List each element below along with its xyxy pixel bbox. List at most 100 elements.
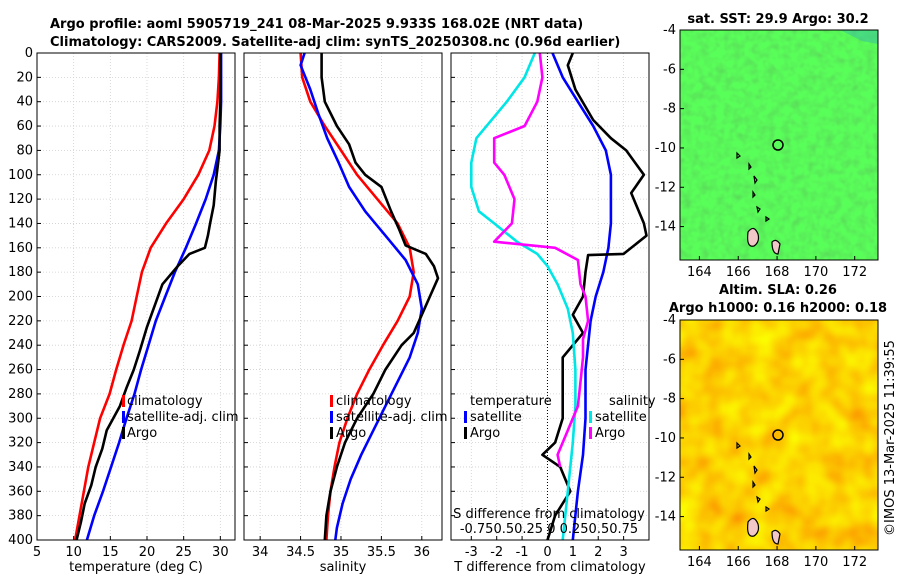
map-y-tick-label: -10 (655, 141, 676, 156)
figure-title-line1: Argo profile: aoml 5905719_241 08-Mar-20… (50, 17, 583, 32)
x-tick-label: 3 (619, 545, 627, 560)
legend-label-salinity-argo: Argo (595, 426, 625, 441)
map-y-tick-label: -8 (663, 102, 676, 117)
legend-swatch-climatology (330, 395, 333, 407)
salinity-difference-axis-label: S difference from climatology (453, 507, 645, 522)
imos-credit: ©IMOS 13-Mar-2025 11:39:55 (883, 340, 898, 536)
island-shape (771, 239, 781, 255)
y-tick-label: 180 (8, 265, 33, 280)
y-tick-label: 80 (16, 143, 33, 158)
sla-map-title-line1: Altim. SLA: 0.26 (719, 283, 837, 298)
island-shape (747, 517, 760, 537)
x-tick-label: 20 (139, 545, 156, 560)
map-y-tick-label: -12 (655, 470, 676, 485)
y-tick-label: 140 (8, 216, 33, 231)
y-tick-label: 60 (16, 119, 33, 134)
island-shape (771, 529, 781, 545)
x-tick-label: -1 (516, 545, 529, 560)
map-x-tick-label: 172 (842, 555, 867, 570)
map-y-tick-label: -6 (663, 62, 676, 77)
y-tick-label: 0 (25, 46, 33, 61)
x-tick-label: 2 (594, 545, 602, 560)
x-tick-label: 25 (175, 545, 192, 560)
legend-heading-salinity: salinity (609, 394, 656, 409)
sst-map-frame (679, 29, 879, 261)
legend-swatch-temperature-argo (464, 427, 467, 439)
x-tick-label: 10 (65, 545, 82, 560)
x-tick-label: 1 (569, 545, 577, 560)
y-tick-label: 320 (8, 436, 33, 451)
x-tick-label: 35 (333, 545, 350, 560)
x-tick-label: 34 (252, 545, 269, 560)
series-line-climatology (299, 52, 416, 541)
sst-map (679, 29, 879, 261)
legend-label-climatology: climatology (336, 394, 412, 409)
sla-map-title-line2: Argo h1000: 0.16 h2000: 0.18 (669, 301, 887, 316)
sst-cool-patch (840, 30, 878, 44)
y-tick-label: 360 (8, 484, 33, 499)
plot-frame (243, 52, 443, 541)
x-axis-label: salinity (320, 560, 367, 575)
y-tick-label: 40 (16, 95, 33, 110)
y-tick-label: 240 (8, 338, 33, 353)
sla-field (680, 320, 878, 550)
legend-swatch-satellite (330, 411, 333, 423)
figure-title-line2: Climatology: CARS2009. Satellite-adj cli… (50, 35, 620, 50)
map-x-tick-label: 168 (765, 265, 790, 280)
sst-field (680, 30, 878, 260)
legend-label-argo: Argo (336, 426, 366, 441)
map-x-tick-label: 166 (726, 555, 751, 570)
sla-map-frame (679, 319, 879, 551)
plot-frame (450, 52, 650, 541)
profile-location-marker (772, 429, 784, 441)
y-tick-label: 160 (8, 241, 33, 256)
series-line-salinity-satellite (469, 52, 577, 541)
legend-swatch-climatology (122, 395, 125, 407)
map-y-tick-label: -14 (655, 220, 676, 235)
legend-swatch-temperature-satellite (464, 411, 467, 423)
island-shape (747, 227, 760, 247)
series-line-argo (320, 53, 440, 541)
legend-label-satellite: satellite-adj. clim (127, 410, 239, 425)
map-y-tick-label: -6 (663, 352, 676, 367)
temperature-legend: climatology satellite-adj. clim Argo (122, 394, 239, 441)
y-tick-label: 300 (8, 411, 33, 426)
y-tick-label: 220 (8, 314, 33, 329)
map-y-tick-label: -4 (663, 313, 676, 328)
y-tick-label: 200 (8, 290, 33, 305)
y-tick-label: 340 (8, 460, 33, 475)
x-axis-label: T difference from climatology (453, 560, 646, 575)
legend-label-temperature-satellite: satellite (470, 410, 522, 425)
salinity-legend: climatology satellite-adj. clim Argo (330, 394, 448, 441)
legend-heading-temperature: temperature (470, 394, 552, 409)
salinity-panel: 34 34.5 35 35.5 36 salinity (243, 52, 443, 575)
salinity-difference-axis-ticks: -0.750.50.25 0 0.250.50.75 (460, 522, 638, 537)
difference-panel: -3 -2 -1 0 1 2 3T difference from climatology (450, 52, 650, 575)
map-x-tick-label: 166 (726, 265, 751, 280)
map-y-tick-label: -8 (663, 392, 676, 407)
legend-label-salinity-satellite: satellite (595, 410, 647, 425)
x-axis-label: temperature (deg C) (69, 560, 203, 575)
map-x-tick-label: 170 (803, 555, 828, 570)
series-line-temperature-argo (541, 52, 648, 541)
map-y-tick-label: -10 (655, 431, 676, 446)
x-tick-label: 0 (543, 545, 551, 560)
y-tick-label: 380 (8, 509, 33, 524)
series-line-argo (75, 53, 222, 541)
series-line-temperature-satellite (551, 52, 613, 541)
x-tick-label: -3 (465, 545, 478, 560)
y-tick-label: 120 (8, 192, 33, 207)
x-tick-label: 35.5 (367, 545, 396, 560)
x-tick-label: -2 (490, 545, 503, 560)
series-line-climatology (73, 52, 221, 541)
series-line-salinity-argo (492, 52, 590, 468)
map-x-tick-label: 164 (687, 555, 712, 570)
series-line-satellite-adj-clim (299, 52, 424, 541)
map-y-tick-label: -14 (655, 510, 676, 525)
y-tick-label: 280 (8, 387, 33, 402)
sla-map-axes: 164 166 168 170 172 -4 -6 -8 -10 -12 -14 (655, 313, 867, 570)
map-x-tick-label: 168 (765, 555, 790, 570)
islets (736, 151, 771, 223)
